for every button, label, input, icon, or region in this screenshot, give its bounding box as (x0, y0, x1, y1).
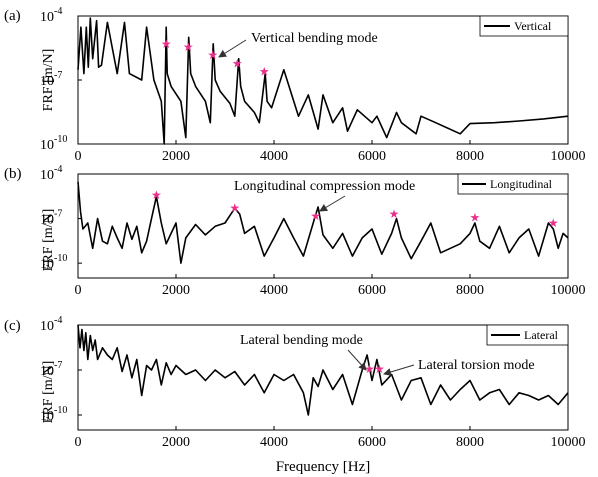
y-tick-exponent: -7 (54, 360, 62, 371)
x-tick-label: 8000 (456, 283, 484, 298)
legend-label: Longitudinal (490, 177, 553, 191)
plot-frame (77, 324, 569, 431)
y-tick-label: 10 (40, 409, 54, 424)
annotation-arrow (383, 364, 415, 376)
legend-label: Lateral (524, 328, 559, 342)
y-tick-label: 10 (40, 74, 54, 89)
annotation-arrow (218, 39, 247, 58)
mode-star-marker: ★ (151, 188, 162, 202)
x-tick-label: 6000 (358, 149, 386, 164)
y-tick-exponent: -10 (54, 253, 67, 264)
mode-star-marker: ★ (310, 209, 321, 223)
x-tick-label: 8000 (456, 435, 484, 450)
x-tick-label: 4000 (260, 435, 288, 450)
x-axis-label: Frequency [Hz] (276, 459, 371, 475)
mode-star-marker: ★ (183, 40, 194, 54)
legend: Vertical (479, 15, 569, 37)
x-tick-label: 6000 (358, 435, 386, 450)
y-tick-exponent: -4 (54, 6, 62, 17)
x-tick-label: 0 (75, 149, 82, 164)
x-tick-label: 10000 (551, 283, 586, 298)
legend: Longitudinal (457, 173, 569, 195)
y-tick-exponent: -10 (54, 405, 67, 416)
x-tick-label: 10000 (551, 149, 586, 164)
y-tick-exponent: -4 (54, 315, 62, 326)
panel-label: (c) (4, 318, 21, 334)
y-axis-label: FRF [m/N] (41, 209, 56, 272)
mode-star-marker: ★ (548, 216, 559, 230)
x-tick-label: 2000 (162, 149, 190, 164)
x-tick-label: 4000 (260, 149, 288, 164)
x-tick-label: 8000 (456, 149, 484, 164)
annotation-arrow (319, 195, 346, 212)
x-tick-label: 2000 (162, 435, 190, 450)
x-tick-label: 2000 (162, 283, 190, 298)
mode-star-marker: ★ (364, 362, 375, 376)
mode-star-marker: ★ (229, 201, 240, 215)
legend-box (457, 173, 569, 195)
annotation-label: Longitudinal compression mode (234, 179, 415, 194)
y-tick-exponent: -7 (54, 70, 62, 81)
y-tick-label: 10 (40, 257, 54, 272)
mode-star-marker: ★ (374, 362, 385, 376)
annotation-label: Lateral torsion mode (418, 358, 535, 373)
y-tick-label: 10 (40, 364, 54, 379)
panel-label: (a) (4, 8, 21, 24)
y-tick-exponent: -4 (54, 164, 62, 175)
annotation-arrow (347, 349, 367, 371)
plot-frame (77, 15, 569, 145)
legend-box (479, 15, 569, 37)
y-axis-label: FRF [m/N] (41, 361, 56, 424)
y-tick-exponent: -10 (54, 134, 67, 145)
x-tick-label: 6000 (358, 283, 386, 298)
y-axis-label: FRF [m/N] (41, 49, 56, 112)
mode-star-marker: ★ (232, 56, 243, 70)
series-line (77, 181, 569, 264)
mode-star-marker: ★ (161, 37, 172, 51)
mode-star-marker: ★ (389, 207, 400, 221)
legend-label: Vertical (514, 19, 552, 33)
series-line (77, 17, 569, 145)
y-tick-label: 10 (40, 319, 54, 334)
plot-frame (77, 173, 569, 279)
annotation-label: Vertical bending mode (251, 31, 378, 46)
y-tick-label: 10 (40, 138, 54, 153)
legend-box (486, 324, 569, 346)
y-tick-label: 10 (40, 213, 54, 228)
y-tick-exponent: -7 (54, 209, 62, 220)
mode-star-marker: ★ (207, 48, 218, 62)
x-tick-label: 0 (75, 283, 82, 298)
mode-star-marker: ★ (259, 65, 270, 79)
y-tick-label: 10 (40, 168, 54, 183)
x-tick-label: 0 (75, 435, 82, 450)
y-tick-label: 10 (40, 10, 54, 25)
mode-star-marker: ★ (470, 210, 481, 224)
panel-label: (b) (4, 166, 22, 182)
legend: Lateral (486, 324, 569, 346)
x-tick-label: 4000 (260, 283, 288, 298)
series-line (77, 324, 569, 416)
x-tick-label: 10000 (551, 435, 586, 450)
annotation-label: Lateral bending mode (240, 333, 363, 348)
